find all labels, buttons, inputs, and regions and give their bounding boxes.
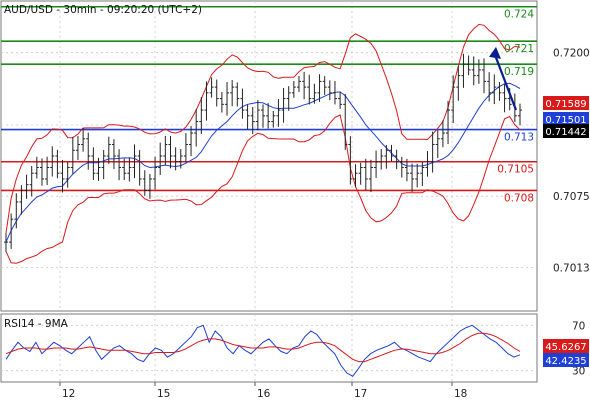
level-label: 0.724 — [504, 9, 534, 21]
price-badge-label: 0.71501 — [545, 115, 586, 126]
main-frame — [0, 0, 538, 312]
rsi-badge-label: 45.6267 — [545, 342, 586, 353]
rsi-y-tick-label: 30 — [572, 366, 585, 378]
grid-layer — [1, 1, 537, 382]
rsi-line — [5, 324, 521, 377]
x-axis-layer: 12 15 16 17 18 — [59, 382, 467, 400]
main-title-group: AUD/USD - 30min - 09:20:20 (UTC+2) — [4, 4, 202, 16]
rsi-title-group: RSI14 - 9MA — [4, 318, 69, 330]
candles-layer — [4, 53, 522, 252]
bollinger-upper-line — [5, 23, 521, 233]
price-badge-label: 0.71589 — [545, 99, 586, 110]
x-tick-label: 12 — [62, 388, 75, 400]
x-tick-label: 17 — [354, 388, 367, 400]
rsi-badge — [543, 339, 589, 353]
rsi-badge — [543, 353, 589, 367]
price-badge — [543, 124, 589, 138]
rsi-badge-label: 42.4235 — [545, 356, 586, 367]
rsi-title: RSI14 - 9MA — [4, 318, 69, 330]
bollinger-layer — [5, 23, 521, 264]
y-tick-label: 0.7075 — [553, 191, 590, 203]
rsi-ma-line — [5, 332, 521, 363]
level-label: 0.719 — [504, 66, 534, 78]
rsi-y-tick-label: 70 — [572, 320, 585, 332]
level-label: 0.713 — [504, 132, 534, 144]
x-tick-label: 16 — [257, 388, 271, 400]
level-label: 0.7105 — [497, 164, 534, 176]
projection-arrow-shaft — [493, 54, 518, 111]
arrow-layer — [489, 46, 518, 111]
price-badge — [543, 96, 589, 110]
x-tick-label: 18 — [454, 388, 467, 400]
projection-arrow-head — [489, 46, 501, 59]
y-tick-label: 0.7200 — [553, 48, 590, 60]
rsi-layer — [5, 324, 521, 377]
level-label: 0.708 — [504, 192, 534, 204]
price-badge — [543, 112, 589, 126]
main-title: AUD/USD - 30min - 09:20:20 (UTC+2) — [4, 4, 202, 16]
x-tick-label: 15 — [157, 388, 170, 400]
level-label: 0.721 — [504, 43, 534, 55]
moving-average-line — [5, 82, 521, 243]
y-tick-label: 0.7013 — [553, 262, 590, 274]
price-badge-label: 0.71442 — [545, 127, 586, 138]
bollinger-lower-line — [5, 114, 521, 264]
